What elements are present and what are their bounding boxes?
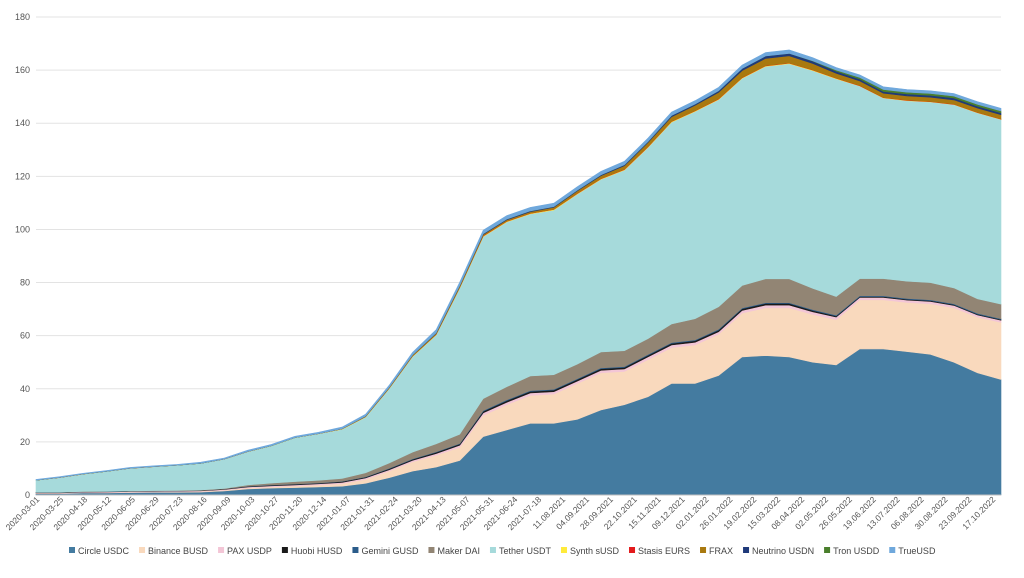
y-axis: 0 20 40 60 80 100 120 140 160 180 [15,12,1001,500]
legend-label-gemini-gusd: Gemini GUSD [361,546,419,556]
legend-swatch-stasis-eurs [629,547,636,553]
legend: Circle USDC Binance BUSD PAX USDP Huobi HUS… [69,546,936,556]
legend-swatch-synth-susd [560,547,567,553]
legend-label-tether-usdt: Tether USDT [499,546,552,556]
area-trueusd [35,49,1002,481]
y-tick-label: 80 [20,278,30,288]
legend-label-circle-usdc: Circle USDC [78,546,130,556]
y-tick-label: 0 [25,490,30,500]
legend-label-neutrino-usdn: Neutrino USDN [752,546,814,556]
y-tick-label: 120 [15,171,30,181]
y-tick-label: 60 [20,331,30,341]
y-tick-label: 100 [15,224,30,234]
legend-label-trueusd: TrueUSD [898,546,936,556]
legend-label-huobi-husd: Huobi HUSD [291,546,343,556]
legend-swatch-neutrino-usdn [743,547,750,553]
legend-label-synth-susd: Synth sUSD [570,546,620,556]
y-tick-label: 180 [15,12,30,22]
legend-swatch-trueusd [889,547,896,553]
legend-swatch-gemini-gusd [352,547,359,553]
legend-swatch-binance-busd [139,547,146,553]
legend-swatch-frax [700,547,707,553]
legend-swatch-tether-usdt [489,547,496,553]
legend-label-stasis-eurs: Stasis EURS [638,546,690,556]
legend-swatch-maker-dai [428,547,435,553]
y-tick-label: 160 [15,65,30,75]
legend-label-tron-usdd: Tron USDD [833,546,880,556]
legend-label-frax: FRAX [709,546,733,556]
legend-label-pax-usdp: PAX USDP [227,546,272,556]
y-tick-label: 40 [20,384,30,394]
area-series [35,49,1002,496]
legend-swatch-pax-usdp [218,547,225,553]
legend-swatch-huobi-husd [281,547,288,553]
legend-swatch-circle-usdc [69,547,75,553]
legend-swatch-tron-usdd [824,547,831,553]
legend-label-maker-dai: Maker DAI [437,546,480,556]
legend-label-binance-busd: Binance BUSD [148,546,209,556]
y-tick-label: 20 [20,437,30,447]
y-tick-label: 140 [15,118,30,128]
